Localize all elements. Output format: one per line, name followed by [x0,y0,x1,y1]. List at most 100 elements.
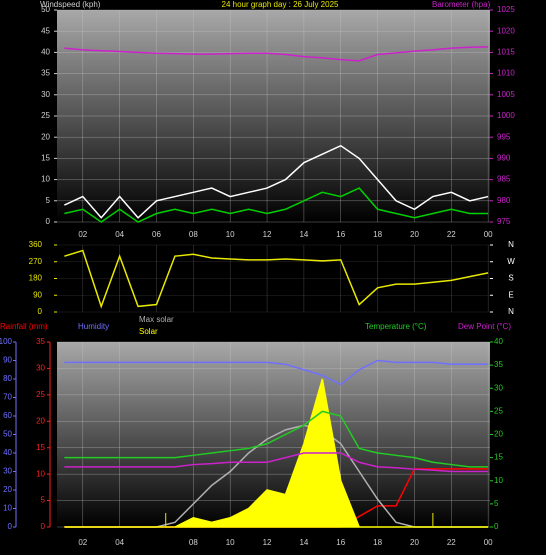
series-line [64,452,489,473]
legend-entry: Rainfall (mm) [0,322,48,331]
legend-entry: Max solar [139,315,174,324]
y3-tick-label: 50 [3,430,12,439]
x-tick-label: 16 [336,230,345,239]
y-tick-label: 90 [33,290,42,299]
x-tick-label: 06 [152,230,161,239]
y3-tick-label: 100 [0,337,13,346]
x-tick-label: 00 [484,538,493,547]
y-tick-label: 360 [29,240,43,249]
series-line [64,187,489,223]
series-line [64,249,489,309]
wind-axis-label: Windspeed (kph) [40,0,101,9]
chart-title: 24 hour graph day : 26 July 2025 [222,0,340,9]
y-tick-label: 0 [46,217,51,226]
y-tick-label: 180 [29,274,43,283]
y2-tick-label: 995 [497,132,511,141]
y3-tick-label: 40 [3,448,12,457]
y-tick-label: 50 [41,5,50,14]
barometer-axis-label: Barometer (hpa) [432,0,491,9]
y2-tick-label: 15 [494,453,503,462]
y-tick-label: 35 [41,69,50,78]
y-tick-label: 15 [36,443,45,452]
x-tick-label: 08 [189,230,198,239]
y2-tick-label: 10 [494,476,503,485]
y2-tick-label: 990 [497,154,511,163]
y-tick-label: 5 [46,196,51,205]
x-tick-label: 22 [447,230,456,239]
x-tick-label: 12 [263,230,272,239]
y-tick-label: 15 [41,154,50,163]
x-tick-label: 10 [226,230,235,239]
legend-entry: Temperature (°C) [365,322,427,331]
y2-tick-label: 20 [494,430,503,439]
y-tick-label: 10 [36,469,45,478]
x-tick-label: 16 [336,538,345,547]
y2-tick-label: 30 [494,383,503,392]
legend-entry: Solar [139,327,158,336]
y3-tick-label: 0 [8,522,13,531]
x-tick-label: 20 [410,230,419,239]
x-tick-label: 18 [373,538,382,547]
x-tick-label: 10 [226,538,235,547]
x-tick-label: 14 [299,538,308,547]
annotation: Sun Set [419,538,448,547]
y-tick-label: 5 [41,496,46,505]
y2-tick-label: 1015 [497,48,515,57]
y2-tick-label: N [508,307,514,316]
x-tick-label: 04 [115,230,124,239]
y2-tick-label: 25 [494,406,503,415]
series-line [64,46,489,62]
x-tick-label: 00 [484,230,493,239]
y2-tick-label: 1020 [497,26,515,35]
y2-tick-label: N [508,240,514,249]
y2-tick-label: 1010 [497,69,515,78]
y3-tick-label: 70 [3,393,12,402]
y-tick-label: 45 [41,26,50,35]
series-line [64,410,489,468]
y-tick-label: 20 [36,416,45,425]
y-tick-label: 25 [36,390,45,399]
y-tick-label: 35 [36,337,45,346]
y-tick-label: 25 [41,111,50,120]
x-tick-label: 08 [189,538,198,547]
x-tick-label: 22 [447,538,456,547]
y2-tick-label: 980 [497,196,511,205]
y3-tick-label: 80 [3,374,12,383]
series-line [64,359,489,386]
y2-tick-label: 0 [494,522,499,531]
y2-tick-label: E [508,290,513,299]
y3-tick-label: 60 [3,411,12,420]
y2-tick-label: S [508,274,513,283]
y-tick-label: 10 [41,175,50,184]
y2-tick-label: W [507,257,515,266]
y-tick-label: 0 [41,522,46,531]
x-tick-label: 04 [115,538,124,547]
legend-entry: Dew Point (°C) [458,322,511,331]
y2-tick-label: 1000 [497,111,515,120]
y2-tick-label: 1005 [497,90,515,99]
x-tick-label: 18 [373,230,382,239]
x-tick-label: 02 [78,230,87,239]
y2-tick-label: 985 [497,175,511,184]
x-tick-label: 14 [299,230,308,239]
y3-tick-label: 90 [3,356,12,365]
y-tick-label: 0 [38,307,43,316]
y3-tick-label: 30 [3,467,12,476]
annotation: Sunrise [152,538,180,547]
y-tick-label: 20 [41,132,50,141]
y2-tick-label: 975 [497,217,511,226]
x-tick-label: 02 [78,538,87,547]
x-tick-label: 20 [410,538,419,547]
y2-tick-label: 1025 [497,5,515,14]
y3-tick-label: 10 [3,504,12,513]
y2-tick-label: 5 [494,499,499,508]
series-line [64,144,489,219]
legend-entry: Humidity [78,322,109,331]
y2-tick-label: 35 [494,360,503,369]
y-tick-label: 30 [36,364,45,373]
y-tick-label: 270 [29,257,43,266]
y-tick-label: 40 [41,48,50,57]
x-tick-label: 12 [263,538,272,547]
y2-tick-label: 40 [494,337,503,346]
